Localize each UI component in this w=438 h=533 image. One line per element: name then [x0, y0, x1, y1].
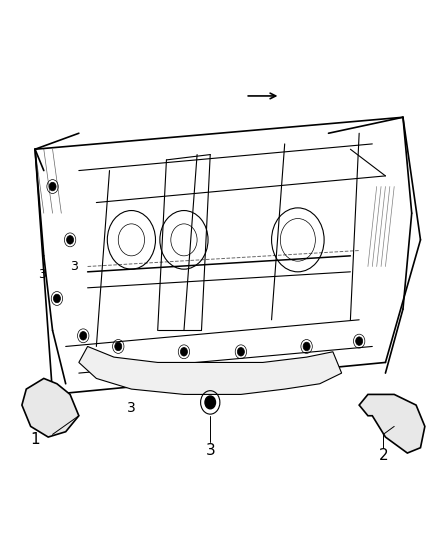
Circle shape: [180, 348, 187, 356]
Circle shape: [115, 342, 122, 351]
Circle shape: [205, 396, 215, 409]
Text: 3: 3: [127, 401, 136, 415]
Polygon shape: [22, 378, 79, 437]
Circle shape: [303, 342, 310, 351]
Text: 1: 1: [30, 432, 40, 447]
Circle shape: [356, 337, 363, 345]
Text: 3: 3: [71, 260, 78, 273]
Polygon shape: [79, 346, 342, 394]
Circle shape: [237, 348, 244, 356]
Text: 3: 3: [38, 268, 46, 281]
Circle shape: [53, 294, 60, 303]
Circle shape: [49, 182, 56, 191]
Circle shape: [80, 332, 87, 340]
Text: 2: 2: [378, 448, 388, 463]
Text: 3: 3: [205, 443, 215, 458]
Polygon shape: [359, 394, 425, 453]
Circle shape: [67, 236, 74, 244]
